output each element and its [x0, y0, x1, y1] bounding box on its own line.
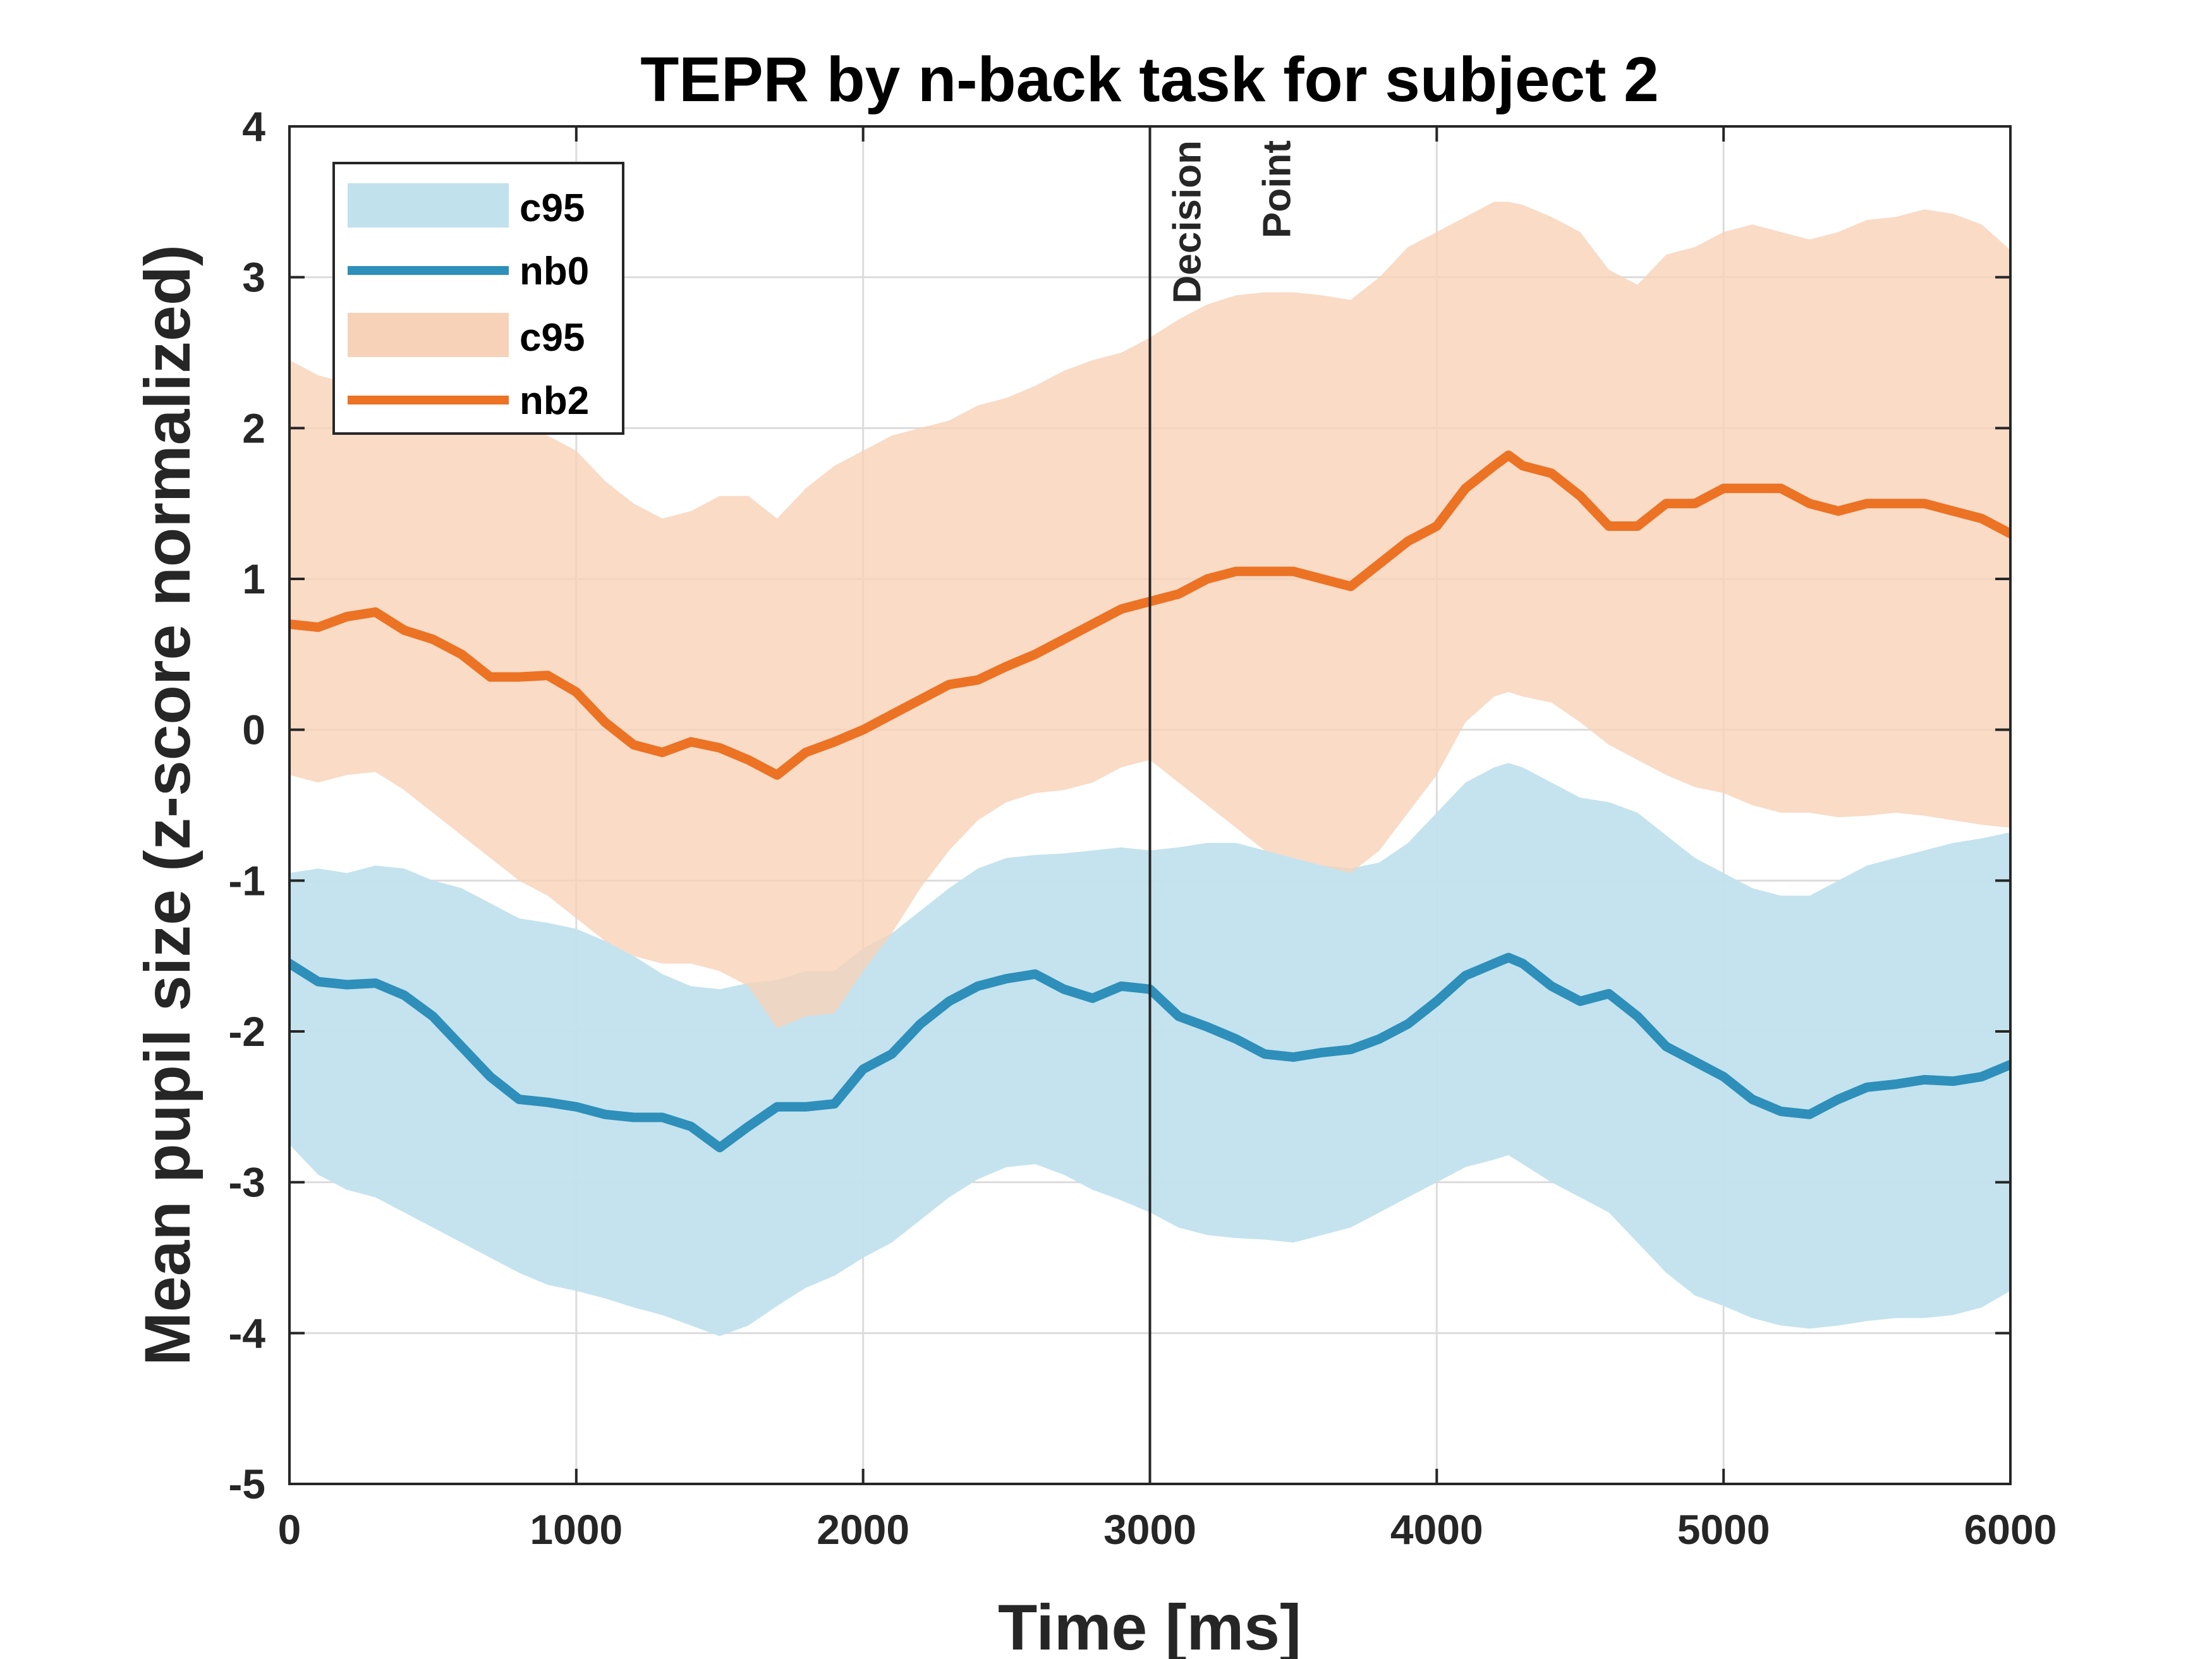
x-tick-label: 4000	[1390, 1506, 1483, 1553]
legend-label-nb0: nb0	[520, 250, 589, 293]
chart-title: TEPR by n-back task for subject 2	[640, 44, 1659, 115]
series-lines	[289, 450, 2010, 1153]
x-tick-label: 2000	[817, 1506, 909, 1553]
x-tick-label: 5000	[1677, 1506, 1770, 1553]
y-tick-label: 0	[242, 707, 265, 753]
x-tick-label: 3000	[1103, 1506, 1196, 1553]
axis-ticks	[288, 125, 2012, 1485]
line-nb0	[289, 952, 2010, 1153]
x-tick-label: 1000	[530, 1506, 623, 1553]
y-tick-label: 4	[242, 103, 265, 150]
decision-point-label-line2: Point	[1256, 140, 1299, 238]
y-tick-label: -3	[228, 1159, 265, 1206]
y-tick-labels: 4 3 2 1 0 -1 -2 -3 -4 -5	[228, 103, 265, 1507]
legend: c95 nb0 c95 nb2	[332, 162, 624, 435]
y-tick-label: -4	[228, 1310, 265, 1356]
legend-label-nb2: nb2	[520, 379, 589, 423]
y-axis-label: Mean pupil size (z-score normalized)	[131, 245, 204, 1366]
y-tick-label: 3	[242, 254, 265, 301]
y-tick-label: 1	[242, 556, 265, 602]
x-axis-label: Time [ms]	[998, 1591, 1301, 1659]
legend-swatch-band-nb2	[348, 313, 509, 357]
legend-swatch-band-nb0	[348, 183, 509, 228]
legend-label-band-nb0: c95	[520, 186, 585, 230]
decision-point-label-line1: Decision	[1166, 140, 1210, 303]
x-tick-labels: 0 1000 2000 3000 4000 5000 6000	[278, 1506, 2057, 1553]
y-tick-label: -1	[228, 857, 265, 904]
legend-label-band-nb2: c95	[520, 316, 585, 360]
x-tick-label: 0	[278, 1506, 301, 1553]
line-nb2	[289, 450, 2010, 780]
y-tick-label: -2	[228, 1008, 265, 1055]
x-tick-label: 6000	[1964, 1506, 2057, 1553]
y-tick-label: 2	[242, 404, 265, 451]
y-tick-label: -5	[228, 1461, 265, 1507]
